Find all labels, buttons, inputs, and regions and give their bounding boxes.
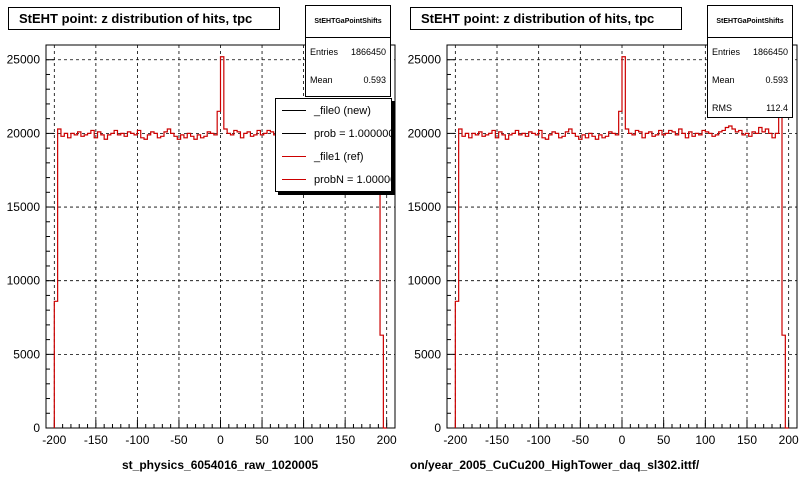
stats-value: 1866450: [752, 47, 788, 57]
stats-label: Entries: [310, 47, 339, 57]
panel-2-stats-row: Mean 0.593: [708, 66, 792, 94]
x-tick-label: -200: [42, 433, 66, 447]
panel-1-stats-name: StEHTGaPointShifts: [306, 6, 390, 38]
y-tick-label: 15000: [408, 200, 442, 214]
stats-value: 0.593: [765, 75, 788, 85]
x-tick-label: 150: [335, 433, 355, 447]
x-tick-label: 150: [737, 433, 757, 447]
legend-label: prob = 1.000000: [314, 127, 391, 140]
x-tick-label: 100: [695, 433, 715, 447]
x-tick-label: 50: [657, 433, 671, 447]
legend-line-swatch: [282, 179, 306, 180]
stats-value: 0.593: [363, 75, 386, 85]
y-tick-label: 10000: [408, 274, 442, 288]
x-tick-label: 200: [377, 433, 397, 447]
stats-label: Entries: [712, 47, 741, 57]
panel-1-stats-row: Entries 1866450: [306, 38, 390, 66]
x-tick-label: -50: [170, 433, 188, 447]
legend-label: _file0 (new): [314, 104, 371, 117]
y-tick-label: 0: [434, 421, 441, 435]
legend-label: probN = 1.000000: [314, 173, 391, 186]
x-tick-label: -100: [125, 433, 149, 447]
legend-entry: prob = 1.000000: [276, 122, 391, 145]
panel-2-stats-row: RMS 112.4: [708, 94, 792, 122]
legend-line-swatch: [282, 156, 306, 157]
x-tick-label: -150: [485, 433, 509, 447]
panel-1-legend: _file0 (new) prob = 1.000000 _file1 (ref…: [275, 98, 392, 192]
y-tick-label: 10000: [7, 274, 41, 288]
y-tick-label: 20000: [7, 126, 41, 140]
panel-1-stats-box: StEHTGaPointShifts Entries 1866450 Mean …: [305, 5, 391, 97]
x-tick-label: 0: [217, 433, 224, 447]
x-tick-label: -50: [572, 433, 590, 447]
y-tick-label: 15000: [7, 200, 41, 214]
x-tick-label: 100: [294, 433, 314, 447]
panel-1-title-text: StEHT point: z distribution of hits, tpc: [19, 11, 253, 26]
panel-2-title-text: StEHT point: z distribution of hits, tpc: [421, 11, 655, 26]
stats-label: RMS: [712, 103, 732, 113]
stats-value: 1866450: [350, 47, 386, 57]
panel-1-plot: -200 -150 -100 -50 0 50 100 150 200 0 5000 10000 150…: [7, 44, 397, 447]
legend-entry: probN = 1.000000: [276, 168, 391, 191]
panel-2-plot: -200 -150 -100 -50 0 50 100 150 200 0 5000 10000 150…: [408, 44, 799, 447]
y-tick-label: 5000: [13, 347, 40, 361]
panel-1-title: StEHT point: z distribution of hits, tpc: [8, 7, 280, 30]
y-tick-label: 0: [33, 421, 40, 435]
panel-2-stats-row: Entries 1866450: [708, 38, 792, 66]
y-tick-label: 5000: [414, 347, 441, 361]
x-tick-label: 50: [255, 433, 269, 447]
stats-label: Mean: [712, 75, 735, 85]
stats-label: Mean: [310, 75, 333, 85]
x-tick-label: -100: [527, 433, 551, 447]
panel-2-stats-box: StEHTGaPointShifts Entries 1866450 Mean …: [707, 5, 793, 118]
x-tick-label: -150: [84, 433, 108, 447]
panel-2-file-label: on/year_2005_CuCu200_HighTower_daq_sl302…: [410, 458, 700, 472]
panel-2-stats-name: StEHTGaPointShifts: [708, 6, 792, 38]
legend-entry: _file0 (new): [276, 99, 391, 122]
legend-label: _file1 (ref): [314, 150, 364, 163]
x-tick-label: -200: [443, 433, 467, 447]
legend-line-swatch: [282, 133, 306, 134]
panel-1-file-label: st_physics_6054016_raw_1020005: [122, 458, 319, 472]
stats-value: 112.4: [766, 103, 788, 113]
x-tick-label: 0: [619, 433, 626, 447]
histogram-series-line: [454, 56, 789, 429]
legend-entry: _file1 (ref): [276, 145, 391, 168]
panel-1-stats-row: Mean 0.593: [306, 66, 390, 94]
panel-2-title: StEHT point: z distribution of hits, tpc: [410, 7, 682, 30]
y-tick-label: 25000: [7, 53, 41, 67]
x-tick-label: 200: [779, 433, 799, 447]
y-tick-label: 20000: [408, 126, 442, 140]
legend-line-swatch: [282, 110, 306, 111]
y-tick-label: 25000: [408, 53, 442, 67]
